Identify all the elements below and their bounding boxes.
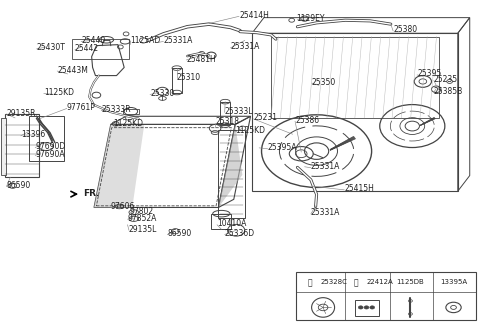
Text: 10410A: 10410A	[217, 219, 246, 228]
Text: 97606: 97606	[111, 202, 135, 211]
Text: 25395A: 25395A	[268, 143, 297, 152]
Text: 25330: 25330	[150, 89, 174, 98]
Text: 25331A: 25331A	[230, 43, 260, 51]
Text: 22412A: 22412A	[366, 279, 393, 285]
Text: 1125KD: 1125KD	[235, 127, 265, 135]
Bar	[211, 214, 231, 229]
Bar	[172, 68, 181, 93]
Text: 97761P: 97761P	[67, 103, 96, 112]
Text: 86590: 86590	[6, 181, 31, 190]
Text: 25385B: 25385B	[434, 87, 463, 96]
Text: 97802: 97802	[130, 207, 154, 216]
Bar	[72, 39, 129, 59]
Text: 25481H: 25481H	[186, 55, 216, 64]
Text: 25386: 25386	[295, 116, 319, 125]
Text: 25395: 25395	[417, 69, 441, 78]
Text: 13395A: 13395A	[440, 279, 467, 285]
Text: 25336D: 25336D	[225, 229, 255, 238]
Ellipse shape	[359, 306, 363, 309]
Text: 13396: 13396	[21, 130, 45, 139]
Bar	[355, 300, 379, 316]
Bar	[220, 102, 230, 125]
Text: 25231: 25231	[253, 113, 277, 122]
Text: 25328C: 25328C	[321, 279, 348, 285]
Text: 29135L: 29135L	[129, 225, 157, 234]
Bar	[123, 109, 139, 114]
Polygon shape	[94, 125, 144, 207]
Polygon shape	[218, 125, 242, 207]
Text: 25333R: 25333R	[101, 105, 131, 114]
Ellipse shape	[370, 306, 374, 309]
Bar	[271, 37, 439, 118]
Text: 25350: 25350	[312, 77, 336, 87]
Bar	[297, 272, 476, 320]
Text: 25331A: 25331A	[311, 209, 340, 217]
Text: 25430T: 25430T	[36, 43, 65, 52]
Text: 25318: 25318	[215, 117, 239, 126]
Text: 25414H: 25414H	[239, 11, 269, 20]
Text: 1125KD: 1125KD	[44, 88, 74, 97]
Text: 97690A: 97690A	[35, 150, 65, 159]
Text: 25310: 25310	[177, 73, 201, 82]
Text: 25442: 25442	[75, 44, 99, 53]
Text: 25443M: 25443M	[57, 65, 88, 75]
Text: 25333L: 25333L	[225, 107, 253, 116]
Text: 1125KD: 1125KD	[113, 119, 143, 128]
Text: 97852A: 97852A	[128, 214, 157, 223]
Ellipse shape	[364, 306, 369, 309]
Text: Ⓐ: Ⓐ	[308, 278, 312, 287]
Text: 1125DB: 1125DB	[396, 279, 424, 285]
Bar	[0, 118, 6, 175]
Text: 25331A: 25331A	[311, 162, 340, 171]
Bar	[252, 33, 458, 191]
Text: 25235: 25235	[434, 75, 458, 84]
Text: 25415H: 25415H	[344, 184, 374, 193]
Text: 25440: 25440	[81, 36, 105, 45]
Text: FR.: FR.	[83, 189, 99, 198]
Text: 29135R: 29135R	[6, 109, 36, 117]
Text: Ⓑ: Ⓑ	[354, 278, 358, 287]
Text: 86590: 86590	[167, 229, 192, 238]
Text: 1125AD: 1125AD	[130, 36, 160, 45]
Text: 25331A: 25331A	[163, 36, 193, 45]
Text: 25380: 25380	[393, 26, 417, 35]
Bar	[29, 116, 64, 161]
Bar	[4, 114, 39, 177]
Text: 1129EY: 1129EY	[297, 14, 325, 23]
Text: 97690D: 97690D	[35, 142, 65, 151]
